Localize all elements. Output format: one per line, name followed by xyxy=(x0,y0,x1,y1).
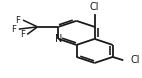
Text: F: F xyxy=(20,30,25,39)
Text: F: F xyxy=(11,25,16,34)
Text: F: F xyxy=(16,16,21,25)
Text: Cl: Cl xyxy=(90,2,99,12)
Text: Cl: Cl xyxy=(131,55,140,65)
Text: N: N xyxy=(55,34,62,44)
